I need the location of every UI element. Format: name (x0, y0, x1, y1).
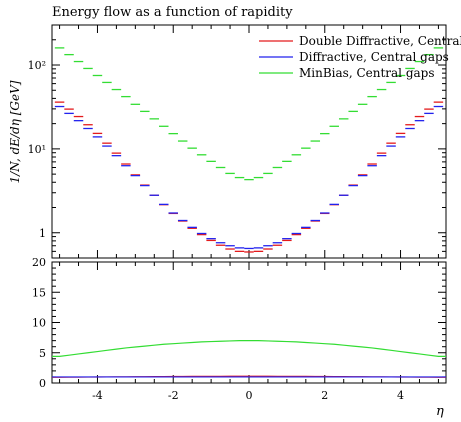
x-axis-label: η (436, 404, 444, 419)
ratio-plot-frame (51, 261, 447, 384)
legend-label-2: MinBias, Central gaps (299, 66, 435, 80)
y-tick-label: 1 (39, 227, 46, 240)
ratio-y-tick-label: 20 (32, 256, 46, 269)
legend-label-0: Double Diffractive, Central gaps (299, 34, 461, 48)
x-tick-label: -4 (92, 389, 103, 402)
ratio-y-tick-label: 0 (39, 377, 46, 390)
x-tick-label: 4 (397, 389, 404, 402)
chart-title: Energy flow as a function of rapidity (52, 5, 293, 20)
y-tick-label: 10² (28, 59, 46, 72)
x-tick-label: 0 (246, 389, 253, 402)
ratio-line-series-2 (52, 340, 446, 357)
ratio-y-tick-label: 15 (32, 286, 46, 299)
y-tick-label: 10¹ (28, 143, 46, 156)
legend-label-1: Diffractive, Central gaps (299, 50, 449, 64)
x-tick-label: 2 (321, 389, 328, 402)
ratio-y-tick-label: 5 (39, 347, 46, 360)
x-tick-label: -2 (168, 389, 179, 402)
ratio-y-tick-label: 10 (32, 317, 46, 330)
